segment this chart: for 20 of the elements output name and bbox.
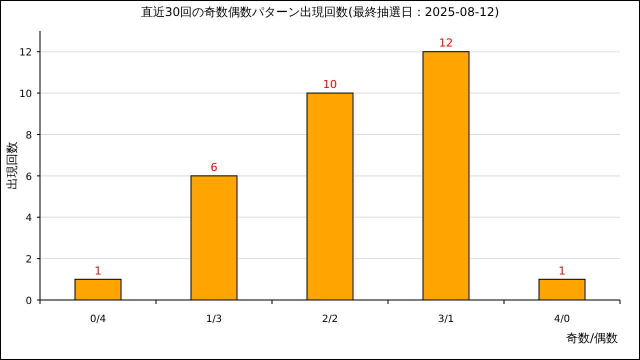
- x-tick-label: 1/3: [206, 314, 222, 325]
- x-tick-label: 3/1: [438, 314, 454, 325]
- x-tick-label: 2/2: [322, 314, 338, 325]
- y-tick-label: 12: [19, 48, 32, 59]
- chart-title: 直近30回の奇数偶数パターン出現回数(最終抽選日：2025-08-12): [140, 5, 500, 19]
- y-tick-label: 2: [26, 254, 32, 266]
- y-tick-label: 6: [26, 172, 32, 183]
- y-tick-label: 10: [19, 89, 32, 100]
- x-tick-label: 0/4: [90, 314, 106, 325]
- y-tick-label: 4: [26, 213, 32, 224]
- x-axis-title: 奇数/偶数: [566, 331, 618, 345]
- data-label: 1: [94, 264, 102, 278]
- data-label: 12: [439, 36, 453, 50]
- y-tick-label: 0: [26, 296, 32, 307]
- y-tick-label: 8: [26, 130, 32, 142]
- y-axis-title: 出現回数: [5, 142, 19, 190]
- data-label: 6: [210, 160, 218, 174]
- data-label: 1: [558, 264, 566, 278]
- x-tick-label: 4/0: [554, 314, 570, 325]
- data-label: 10: [323, 78, 337, 92]
